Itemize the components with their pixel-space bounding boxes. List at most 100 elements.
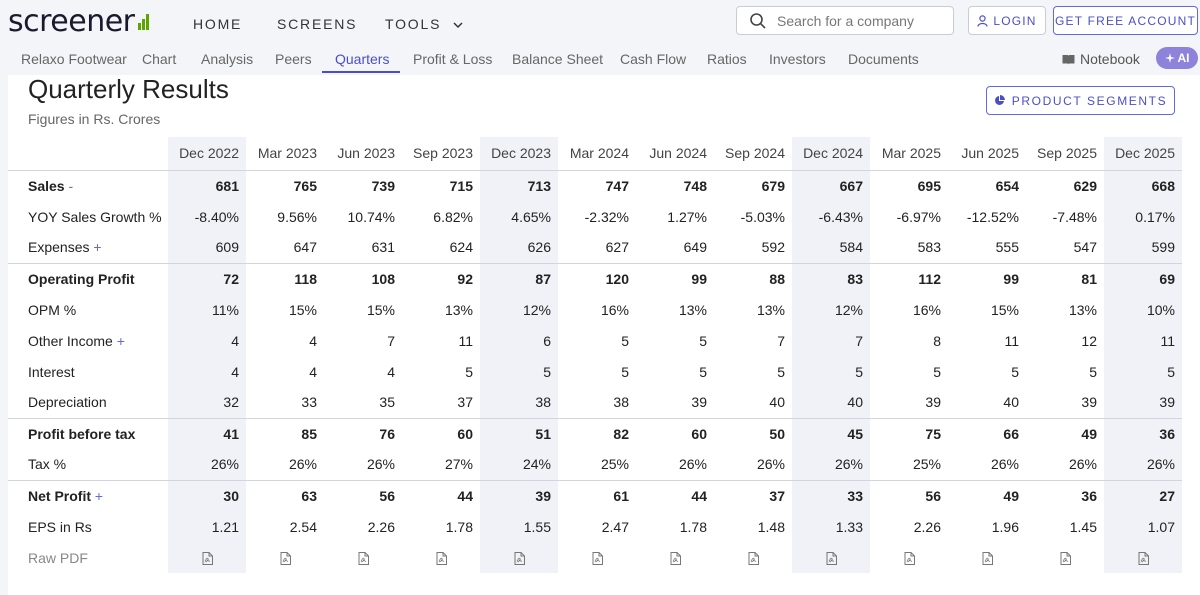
pdf-icon[interactable] — [982, 552, 993, 566]
table-cell: 2.47 — [601, 518, 629, 535]
subnav-chart[interactable]: Chart — [142, 51, 177, 67]
subnav-peers[interactable]: Peers — [275, 51, 312, 67]
table-cell: 4 — [309, 332, 317, 349]
product-segments-button[interactable]: PRODUCT SEGMENTS — [986, 86, 1175, 115]
raw-pdf-cell[interactable] — [948, 542, 1026, 573]
raw-pdf-cell[interactable] — [792, 542, 870, 573]
table-cell: 81 — [1026, 262, 1104, 294]
screener-logo[interactable]: screener — [8, 4, 135, 39]
raw-pdf-cell[interactable] — [714, 542, 792, 573]
raw-pdf-label: Raw PDF — [28, 549, 88, 566]
raw-pdf-cell[interactable] — [402, 542, 480, 573]
pie-chart-icon — [994, 95, 1005, 105]
table-cell: 2.54 — [289, 518, 317, 535]
row-label[interactable]: Net Profit + — [8, 479, 168, 511]
notebook-link[interactable]: Notebook — [1062, 51, 1140, 67]
subnav-ratios[interactable]: Ratios — [707, 51, 747, 67]
table-cell: 4 — [168, 356, 246, 387]
row-label-text: YOY Sales Growth % — [28, 208, 162, 225]
get-free-account-button[interactable]: GET FREE ACCOUNT — [1053, 6, 1198, 35]
table-cell: 627 — [605, 239, 629, 256]
table-cell: 12% — [480, 294, 558, 325]
table-cell: 1.96 — [991, 518, 1019, 535]
ai-button[interactable]: AI — [1156, 47, 1198, 69]
pdf-icon[interactable] — [748, 552, 759, 566]
pdf-icon[interactable] — [436, 552, 447, 566]
row-label[interactable]: Sales - — [8, 169, 168, 201]
pdf-icon[interactable] — [202, 552, 213, 566]
table-cell: 6 — [480, 325, 558, 356]
raw-pdf-cell[interactable] — [246, 542, 324, 573]
row-label-text: Sales — [28, 177, 65, 194]
table-cell: 25% — [600, 456, 629, 473]
subnav-cash-flow[interactable]: Cash Flow — [620, 51, 687, 67]
pdf-icon[interactable] — [592, 552, 603, 566]
search-input[interactable] — [777, 11, 947, 31]
nav-home[interactable]: HOME — [193, 16, 243, 32]
table-cell: 27 — [1104, 479, 1182, 511]
subnav-balance-sheet[interactable]: Balance Sheet — [512, 51, 604, 67]
expand-icon[interactable]: + — [93, 239, 102, 256]
row-label[interactable]: Other Income + — [8, 325, 168, 356]
login-button[interactable]: LOGIN — [968, 6, 1046, 35]
row-label-text: EPS in Rs — [28, 518, 92, 535]
row-label-text: Net Profit — [28, 487, 91, 504]
company-subnav: Relaxo Footwear Chart Analysis Peers Qua… — [0, 42, 1200, 75]
subnav-profit-loss[interactable]: Profit & Loss — [413, 51, 493, 67]
subnav-quarters[interactable]: Quarters — [335, 51, 390, 67]
table-cell: 15% — [288, 301, 317, 318]
raw-pdf-cell[interactable] — [558, 542, 636, 573]
nav-screens[interactable]: SCREENS — [277, 16, 358, 32]
table-cell: 69 — [1104, 262, 1182, 294]
row-label-text: OPM % — [28, 301, 77, 318]
nav-tools[interactable]: TOOLS — [385, 16, 463, 32]
raw-pdf-cell[interactable] — [324, 542, 402, 573]
pdf-icon[interactable] — [358, 552, 369, 566]
table-cell: 681 — [168, 169, 246, 201]
table-cell: 555 — [995, 239, 1019, 256]
column-header: Jun 2024 — [636, 137, 714, 171]
row-label[interactable]: Expenses + — [8, 232, 168, 263]
column-header: Mar 2025 — [870, 137, 948, 171]
table-cell: 1.21 — [168, 511, 246, 542]
subnav-documents[interactable]: Documents — [848, 51, 919, 67]
table-cell: 11 — [458, 332, 473, 349]
pdf-icon[interactable] — [826, 552, 837, 566]
raw-pdf-cell[interactable] — [870, 542, 948, 573]
table-cell: 547 — [1073, 239, 1097, 256]
table-cell: 38 — [480, 387, 558, 418]
table-cell: 1.78 — [445, 518, 473, 535]
raw-pdf-cell[interactable] — [636, 542, 714, 573]
section-subtitle: Figures in Rs. Crores — [28, 111, 161, 127]
table-cell: 49 — [948, 479, 1026, 511]
raw-pdf-cell[interactable] — [1026, 542, 1104, 573]
table-cell: 4 — [387, 363, 395, 380]
pdf-icon[interactable] — [1060, 552, 1071, 566]
pdf-icon[interactable] — [1138, 552, 1149, 566]
product-segments-label: PRODUCT SEGMENTS — [1011, 93, 1168, 108]
column-header: Dec 2025 — [1104, 137, 1182, 171]
raw-pdf-cell[interactable] — [1104, 542, 1182, 573]
subnav-company-name[interactable]: Relaxo Footwear — [21, 51, 127, 67]
table-row: Net Profit +30 63 56 44 39 61 44 37 33 56 49 36 27 — [8, 479, 1182, 511]
subnav-analysis[interactable]: Analysis — [201, 51, 254, 67]
expand-icon[interactable]: + — [94, 487, 104, 504]
raw-pdf-cell[interactable] — [480, 542, 558, 573]
subnav-investors[interactable]: Investors — [769, 51, 826, 67]
expand-icon[interactable]: + — [116, 332, 125, 349]
table-cell: 56 — [870, 479, 948, 511]
table-cell: 26% — [366, 456, 395, 473]
table-cell: 44 — [402, 479, 480, 511]
table-cell: 713 — [480, 169, 558, 201]
table-row: Sales -681 765 739 715 713 747 748 679 667 695 654… — [8, 169, 1182, 201]
collapse-icon[interactable]: - — [68, 177, 74, 194]
pdf-icon[interactable] — [514, 552, 525, 566]
pdf-icon[interactable] — [670, 552, 681, 566]
pdf-icon[interactable] — [904, 552, 915, 566]
pdf-icon[interactable] — [280, 552, 291, 566]
table-cell: 26% — [1104, 449, 1182, 480]
raw-pdf-cell[interactable] — [168, 542, 246, 573]
table-cell: 11% — [168, 294, 246, 325]
table-cell: 5 — [1089, 363, 1097, 380]
search-box[interactable] — [736, 6, 954, 35]
